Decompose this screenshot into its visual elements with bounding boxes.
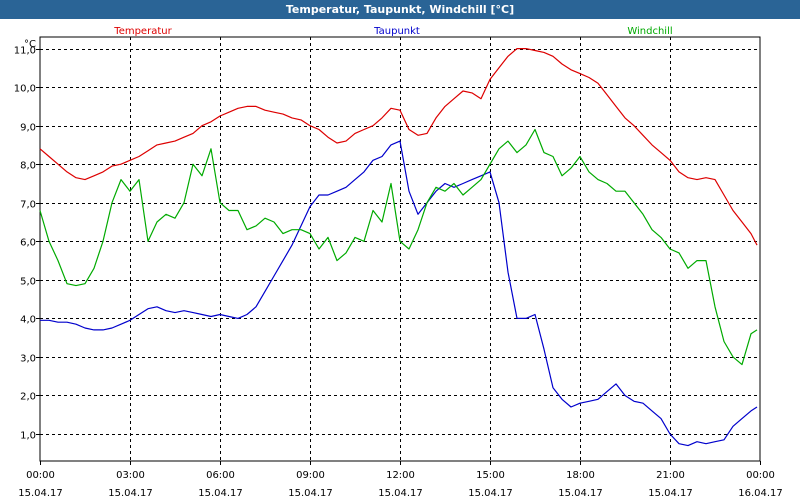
x-tick-time-label: 00:00	[746, 470, 775, 481]
x-tick-time-label: 09:00	[296, 470, 325, 481]
series-line-windchill	[39, 128, 758, 366]
y-tick-label: 7,0	[20, 200, 36, 211]
y-tick-label: 9,0	[20, 123, 36, 134]
y-axis-unit: °C	[24, 39, 36, 50]
x-tick-date-label: 15.04.17	[648, 488, 693, 499]
series-line-temperatur	[39, 48, 758, 246]
x-tick-date-label: 15.04.17	[288, 488, 333, 499]
series-line-taupunkt	[40, 140, 758, 447]
y-tick-label: 1,0	[20, 431, 36, 442]
y-tick-label: 8,0	[20, 161, 36, 172]
x-tick-date-label: 15.04.17	[108, 488, 153, 499]
x-tick-date-label: 15.04.17	[198, 488, 243, 499]
window-title: Temperatur, Taupunkt, Windchill [°C]	[0, 0, 800, 19]
legend-temperatur: Temperatur	[113, 26, 172, 37]
y-tick-label: 3,0	[20, 354, 36, 365]
y-tick-label: 5,0	[20, 277, 36, 288]
x-tick-date-label: 15.04.17	[558, 488, 603, 499]
y-tick-label: 2,0	[20, 392, 36, 403]
legend-windchill: Windchill	[627, 26, 672, 37]
x-tick-time-label: 00:00	[26, 470, 55, 481]
x-tick-time-label: 12:00	[386, 470, 415, 481]
x-tick-time-label: 03:00	[116, 470, 145, 481]
y-tick-label: 11,0	[14, 46, 36, 57]
x-tick-date-label: 15.04.17	[18, 488, 63, 499]
x-tick-date-label: 15.04.17	[468, 488, 513, 499]
x-tick-time-label: 21:00	[656, 470, 685, 481]
y-tick-label: 6,0	[20, 238, 36, 249]
legend-taupunkt: Taupunkt	[373, 26, 420, 37]
x-tick-time-label: 18:00	[566, 470, 595, 481]
x-tick-time-label: 06:00	[206, 470, 235, 481]
y-tick-label: 10,0	[14, 84, 36, 95]
y-tick-label: 4,0	[20, 315, 36, 326]
x-tick-time-label: 15:00	[476, 470, 505, 481]
line-chart: 1,0 2,0 3,0 4,0 5,0 6,0 7,0 8,0 9,0 10,0 11,0°C 00:…	[14, 26, 783, 499]
x-tick-date-label: 15.04.17	[378, 488, 423, 499]
x-tick-date-label: 16.04.17	[738, 488, 783, 499]
